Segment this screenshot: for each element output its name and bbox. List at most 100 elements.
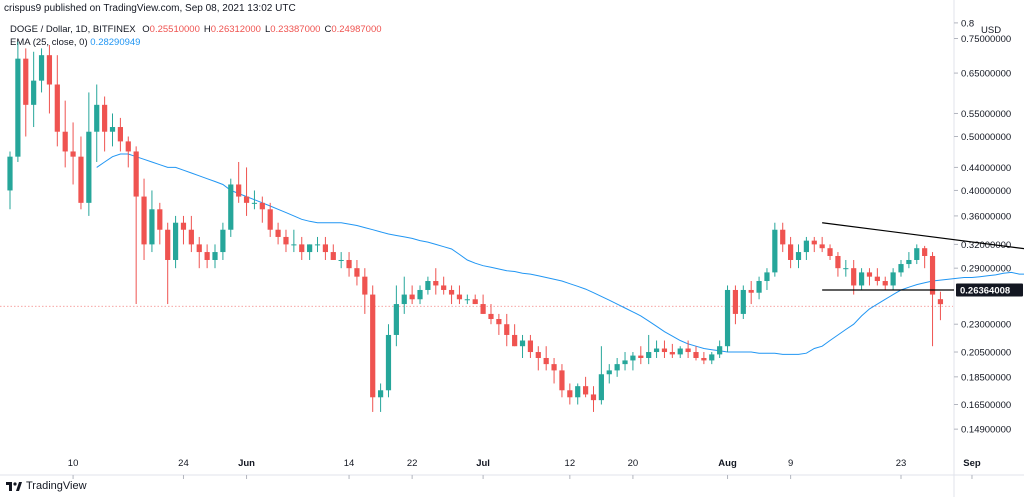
candle-body [267, 209, 273, 230]
x-tick-label: 12 [565, 458, 576, 469]
candle-body [788, 244, 794, 260]
candle-body [732, 289, 739, 314]
candle-body [922, 248, 928, 256]
candle-body [772, 229, 778, 273]
candle-body [23, 58, 29, 105]
candle-body [614, 364, 620, 371]
candle-body [669, 352, 675, 355]
candle-body [38, 55, 45, 81]
candle-body [456, 294, 463, 300]
candle-body [275, 229, 281, 237]
ema-legend[interactable]: EMA (25, close, 0) 0.28290949 [10, 37, 140, 48]
candle-body [54, 84, 60, 132]
candle-body [567, 390, 573, 398]
candle-body [109, 127, 116, 132]
y-tick-label: 0.65000000 [961, 69, 1011, 80]
candle-body [7, 156, 13, 191]
candle-body [906, 259, 912, 265]
candle-body [843, 268, 849, 270]
candle-body [417, 289, 423, 300]
candle-body [330, 252, 336, 260]
candle-body [291, 244, 297, 246]
candle-body [220, 229, 226, 253]
candle-body [141, 196, 147, 245]
candle-body [243, 196, 250, 203]
candle-body [764, 272, 770, 282]
candle-body [425, 281, 431, 290]
candle-body [322, 244, 328, 253]
x-tick-label: 22 [407, 458, 418, 469]
candle-body [62, 131, 68, 152]
candle-body [70, 151, 76, 157]
candle-body [496, 319, 502, 325]
y-tick-label: 0.75000000 [961, 34, 1011, 45]
candle-body [385, 334, 392, 391]
candle-body [480, 304, 486, 314]
ohlc-value-c: 0.24987000 [331, 24, 382, 35]
candle-body [630, 355, 636, 361]
y-tick-label: 0.29000000 [961, 264, 1011, 275]
candle-body [125, 141, 131, 152]
candle-body [283, 236, 289, 245]
ohlc-value-h: 0.26312000 [210, 24, 261, 35]
candle-body [236, 184, 242, 197]
publisher-line: crispus9 published on TradingView.com, S… [4, 3, 296, 14]
candle-body [795, 252, 802, 260]
candle-body [606, 370, 612, 375]
candle-body [149, 209, 155, 245]
candle-body [827, 248, 833, 256]
candle-body [559, 370, 565, 391]
candle-body [251, 202, 258, 204]
ohlc-value-l: 0.23387000 [270, 24, 321, 35]
candle-body [835, 255, 841, 269]
y-tick-label: 0.55000000 [961, 109, 1011, 120]
x-tick-label: Jul [476, 458, 490, 469]
candle-body [86, 131, 92, 203]
candle-body [527, 340, 534, 353]
candle-body [401, 294, 407, 305]
candle-body [46, 55, 53, 85]
candle-body [780, 229, 786, 245]
candle-body [717, 346, 723, 355]
candle-body [590, 394, 597, 401]
candle-body [102, 104, 108, 132]
candle-body [299, 244, 305, 253]
tradingview-brand[interactable]: TradingView [6, 480, 87, 492]
candle-body [441, 285, 447, 290]
candle-body [133, 151, 139, 197]
candle-body [890, 272, 896, 286]
candle-body [338, 259, 344, 261]
y-tick-label: 0.32000000 [961, 240, 1011, 251]
ohlc-key-c: C [324, 24, 332, 35]
candle-body [551, 364, 557, 371]
descending-trendline[interactable] [822, 222, 1024, 252]
x-tick-label: Aug [718, 458, 737, 469]
symbol-legend[interactable]: DOGE / Dollar, 1D, BITFINEX O0.25510000 H… [10, 24, 382, 35]
ema-value: 0.28290949 [90, 37, 141, 48]
candle-body [851, 268, 857, 286]
ohlc-value-o: 0.25510000 [149, 24, 200, 35]
candle-body [196, 244, 202, 253]
candle-body [117, 127, 123, 142]
candle-body [803, 240, 809, 253]
candle-body [914, 248, 920, 260]
candle-body [748, 289, 754, 293]
candle-body [622, 360, 628, 365]
candle-body [866, 272, 873, 277]
candle-body [882, 281, 888, 286]
y-tick-label: 0.40000000 [961, 186, 1011, 197]
ema-line [96, 153, 1024, 355]
candle-body [307, 244, 313, 253]
candle-body [709, 354, 715, 361]
tradingview-logo-icon [6, 481, 22, 491]
candle-body [15, 58, 21, 157]
candle-body [583, 386, 589, 395]
candle-body [78, 156, 84, 203]
x-tick-label: 24 [178, 458, 189, 469]
candle-body [685, 348, 691, 353]
candle-body [157, 209, 163, 230]
candle-body [180, 222, 187, 230]
candle-body [661, 348, 668, 353]
y-tick-label: 0.20500000 [961, 348, 1011, 359]
